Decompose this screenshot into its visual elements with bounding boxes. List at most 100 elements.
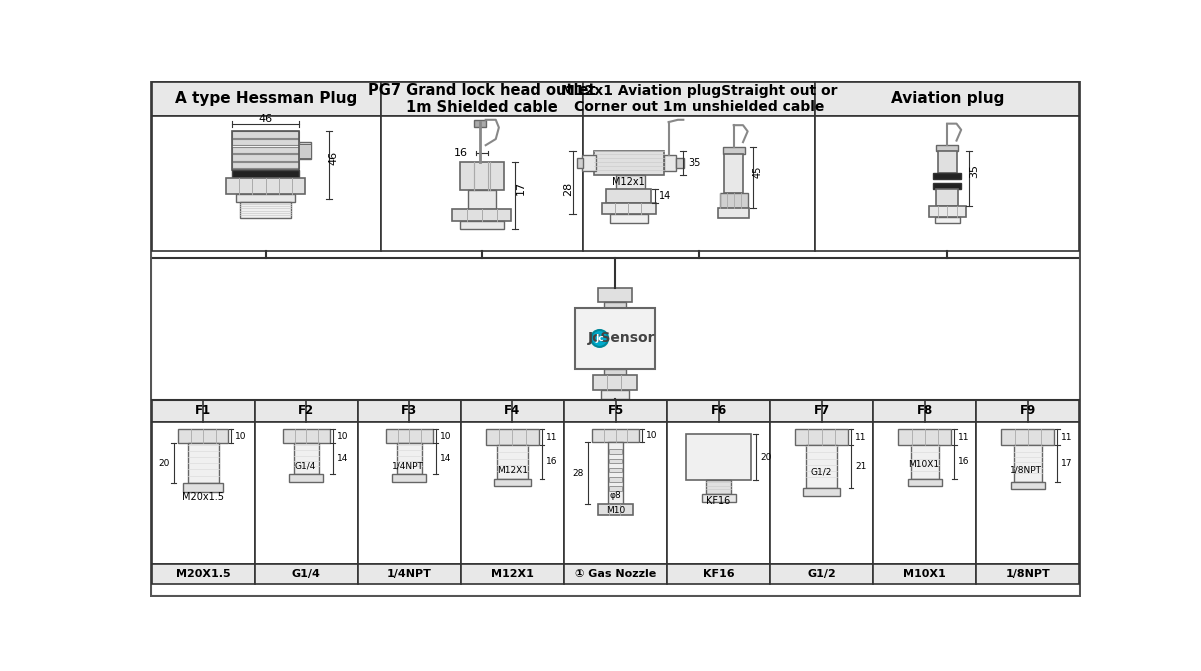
Bar bbox=[667, 564, 770, 584]
Text: 20: 20 bbox=[760, 452, 772, 462]
Text: liucheng: liucheng bbox=[413, 205, 508, 225]
Bar bbox=[151, 564, 255, 584]
Text: liucheng: liucheng bbox=[878, 448, 973, 468]
Text: 28: 28 bbox=[573, 469, 584, 478]
Bar bbox=[706, 480, 731, 494]
Text: 14: 14 bbox=[440, 454, 450, 463]
Text: KF16: KF16 bbox=[703, 569, 734, 579]
Bar bbox=[582, 82, 815, 116]
Bar bbox=[664, 155, 676, 170]
Bar bbox=[928, 206, 966, 217]
Bar bbox=[578, 158, 584, 168]
Bar bbox=[232, 132, 299, 170]
Text: 10: 10 bbox=[440, 431, 452, 441]
Text: φ8: φ8 bbox=[610, 491, 621, 500]
Text: 16: 16 bbox=[545, 457, 557, 466]
Bar bbox=[609, 458, 622, 463]
Bar bbox=[616, 175, 645, 189]
Bar bbox=[575, 309, 656, 368]
Bar bbox=[232, 154, 299, 160]
Text: liucheng: liucheng bbox=[862, 205, 957, 225]
Text: ① Gas Nozzle: ① Gas Nozzle bbox=[575, 569, 656, 579]
Text: A type Hessman Plug: A type Hessman Plug bbox=[175, 91, 358, 107]
Text: liucheng: liucheng bbox=[258, 448, 353, 468]
Text: 1/8NPT: 1/8NPT bbox=[1005, 569, 1050, 579]
Text: 20: 20 bbox=[159, 459, 169, 468]
Bar bbox=[938, 152, 956, 173]
Bar bbox=[934, 217, 960, 223]
Text: 11: 11 bbox=[545, 433, 557, 442]
Bar bbox=[686, 434, 751, 480]
Text: M10X1: M10X1 bbox=[908, 460, 939, 469]
Bar bbox=[289, 474, 323, 482]
Bar bbox=[815, 82, 1080, 116]
Bar bbox=[1014, 445, 1041, 482]
Bar bbox=[593, 374, 637, 390]
Bar bbox=[910, 445, 939, 478]
Bar bbox=[1002, 429, 1054, 445]
Bar bbox=[151, 400, 255, 421]
Text: F5: F5 bbox=[608, 405, 623, 417]
Bar bbox=[460, 162, 503, 190]
Bar bbox=[564, 421, 667, 564]
Bar bbox=[609, 468, 622, 472]
Text: 1/4NPT: 1/4NPT bbox=[387, 569, 432, 579]
Text: 11: 11 bbox=[855, 433, 866, 442]
Bar bbox=[610, 214, 649, 223]
Bar bbox=[873, 421, 976, 564]
Text: F9: F9 bbox=[1020, 405, 1036, 417]
Bar bbox=[602, 390, 629, 399]
Text: 11: 11 bbox=[1062, 433, 1072, 442]
Bar bbox=[232, 162, 299, 168]
Bar bbox=[795, 429, 848, 445]
Text: 21: 21 bbox=[855, 462, 866, 471]
Bar bbox=[183, 483, 223, 493]
Text: liucheng: liucheng bbox=[645, 205, 740, 225]
Bar bbox=[908, 478, 942, 486]
Bar bbox=[724, 154, 743, 193]
Bar bbox=[719, 193, 748, 208]
Text: F6: F6 bbox=[711, 405, 727, 417]
Bar bbox=[667, 421, 770, 564]
Text: 14: 14 bbox=[659, 191, 671, 201]
Text: 35: 35 bbox=[969, 164, 979, 178]
Bar bbox=[187, 443, 219, 483]
Bar bbox=[676, 158, 685, 168]
Bar bbox=[592, 429, 639, 442]
Circle shape bbox=[591, 330, 608, 347]
Bar bbox=[393, 474, 426, 482]
Bar bbox=[461, 400, 564, 421]
Text: G1/4: G1/4 bbox=[292, 569, 321, 579]
Text: JcSensor: JcSensor bbox=[587, 331, 655, 346]
Bar bbox=[604, 368, 626, 374]
Bar bbox=[398, 443, 422, 474]
Text: 1/8NPT: 1/8NPT bbox=[1010, 466, 1042, 474]
Bar bbox=[582, 116, 815, 252]
Text: M10: M10 bbox=[605, 507, 626, 515]
Bar bbox=[806, 445, 837, 488]
Bar bbox=[602, 203, 656, 214]
Text: F7: F7 bbox=[813, 405, 830, 417]
Bar bbox=[1011, 482, 1045, 489]
Bar bbox=[604, 302, 626, 309]
Bar bbox=[461, 421, 564, 564]
Text: 10: 10 bbox=[646, 431, 657, 440]
Bar bbox=[226, 178, 305, 195]
Bar bbox=[933, 183, 961, 189]
Bar bbox=[898, 429, 951, 445]
Text: 17: 17 bbox=[1062, 459, 1072, 468]
Bar bbox=[770, 400, 873, 421]
Text: PG7 Grand lock head outlet
1m Shielded cable: PG7 Grand lock head outlet 1m Shielded c… bbox=[368, 83, 596, 115]
Text: 11: 11 bbox=[958, 433, 969, 442]
Text: M10X1: M10X1 bbox=[903, 569, 946, 579]
Bar bbox=[358, 421, 461, 564]
Text: F1: F1 bbox=[195, 405, 211, 417]
Text: 14: 14 bbox=[336, 454, 348, 463]
Text: Jc: Jc bbox=[596, 334, 604, 343]
Text: F3: F3 bbox=[401, 405, 418, 417]
Text: 10: 10 bbox=[235, 431, 246, 441]
Bar bbox=[255, 564, 358, 584]
Bar bbox=[598, 504, 633, 515]
Bar bbox=[873, 400, 976, 421]
Bar bbox=[609, 477, 622, 482]
